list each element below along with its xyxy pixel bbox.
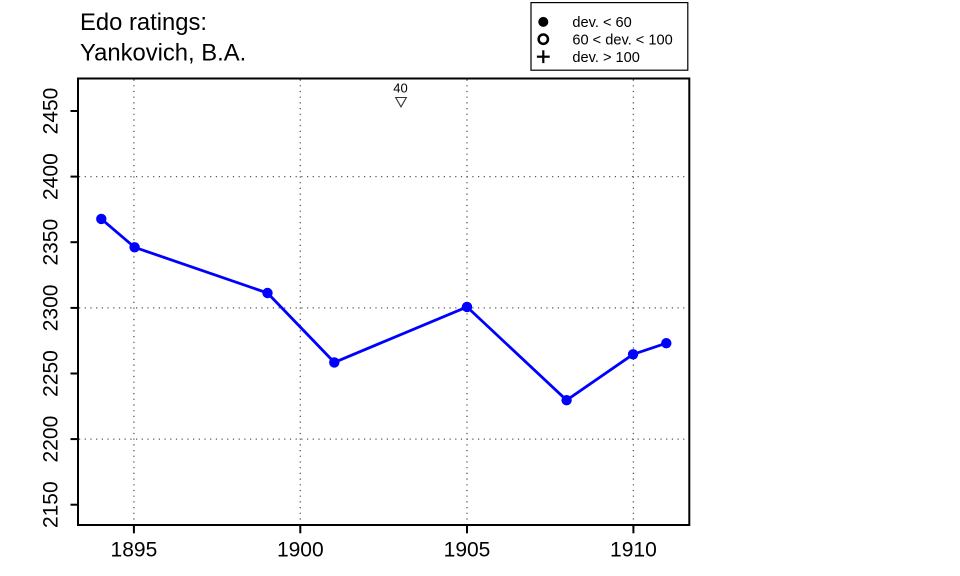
svg-text:Edo ratings:: Edo ratings: [80,9,207,36]
svg-text:1905: 1905 [444,539,491,562]
svg-text:2150: 2150 [40,481,63,528]
svg-text:2300: 2300 [40,285,63,332]
svg-text:2250: 2250 [40,350,63,397]
svg-text:1910: 1910 [610,539,657,562]
svg-text:2450: 2450 [40,88,63,135]
svg-text:2400: 2400 [40,153,63,200]
svg-text:40: 40 [393,80,407,95]
svg-text:Yankovich, B.A.: Yankovich, B.A. [80,40,246,67]
svg-text:1900: 1900 [277,539,324,562]
svg-text:60 < dev. < 100: 60 < dev. < 100 [572,32,672,48]
svg-text:2350: 2350 [40,219,63,266]
svg-text:dev. < 60: dev. < 60 [572,15,631,31]
svg-text:dev. > 100: dev. > 100 [572,50,639,66]
svg-text:1895: 1895 [111,539,158,562]
svg-text:2200: 2200 [40,416,63,463]
